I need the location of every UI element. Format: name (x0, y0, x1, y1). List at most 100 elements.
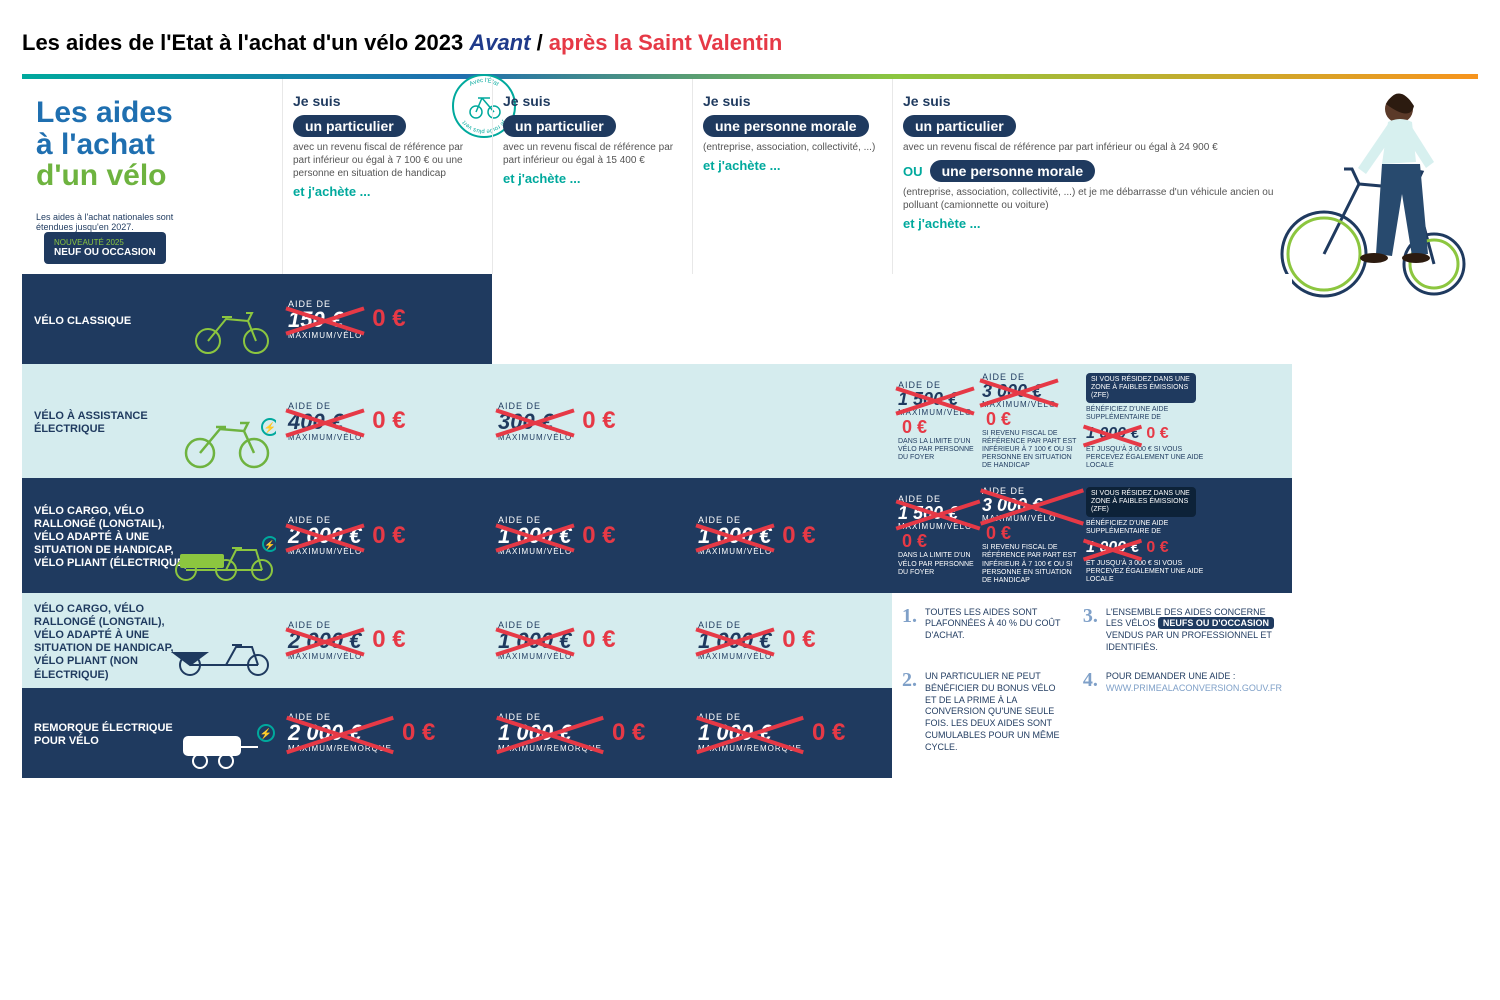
col3-jesuis: Je suis (703, 93, 882, 109)
main-title: Les aides à l'achat d'un vélo (36, 97, 270, 192)
title-after: après la Saint Valentin (549, 30, 783, 55)
row4-label: VÉLO CARGO, VÉLO RALLONGÉ (LONGTAIL), VÉ… (22, 593, 282, 688)
cell-r3c4: AIDE DE 1 500 € MAXIMUM/VÉLO 0 € DANS LA… (892, 478, 1292, 592)
main-title-cell: Les aides à l'achat d'un vélo Les aides … (22, 79, 282, 274)
col4-pill1: un particulier (903, 115, 1016, 137)
zero-r5c2: 0 € (612, 719, 645, 747)
col2-sub: avec un revenu fiscal de référence par p… (503, 141, 682, 167)
note-2-text: UN PARTICULIER NE PEUT BÉNÉFICIER DU BON… (925, 671, 1065, 753)
zfe-note-r3: SI VOUS RÉSIDEZ DANS UNE ZONE À FAIBLES … (1086, 487, 1196, 517)
zero-r3c2: 0 € (582, 522, 615, 550)
zero-r3c1: 0 € (372, 522, 405, 550)
amount-r3c4a: AIDE DE 1 500 € MAXIMUM/VÉLO (898, 494, 978, 531)
neuf-tag-text: NEUF OU OCCASION (54, 247, 156, 258)
amount-r2c4b: AIDE DE 3 000 € MAXIMUM/VÉLO (982, 372, 1056, 409)
amount-r3c3: AIDE DE 1 000 € MAXIMUM/VÉLO (698, 515, 772, 556)
notes-block: 1. TOUTES LES AIDES SONT PLAFONNÉES À 40… (892, 593, 1292, 778)
note-2-num: 2. (902, 671, 917, 753)
zero-r5c3: 0 € (812, 719, 845, 747)
zero-r5c1: 0 € (402, 719, 435, 747)
col2-pill: un particulier (503, 115, 616, 137)
col1-sub: avec un revenu fiscal de référence par p… (293, 141, 482, 180)
cell-r4c1: AIDE DE 2 000 € MAXIMUM/VÉLO 0 € (282, 593, 492, 688)
svg-text:⚡: ⚡ (260, 727, 272, 740)
zero-r2c4b: 0 € (986, 409, 1011, 430)
zfe-note2-r2: BÉNÉFICIEZ D'UNE AIDE SUPPLÉMENTAIRE DE (1086, 406, 1206, 422)
zero-r2c4a: 0 € (902, 417, 927, 438)
row3-label: VÉLO CARGO, VÉLO RALLONGÉ (LONGTAIL), VÉ… (22, 478, 282, 592)
row5-text: REMORQUE ÉLECTRIQUE POUR VÉLO (34, 722, 194, 748)
amount-r2c1: AIDE DE 400 € MAXIMUM/VÉLO (288, 401, 362, 442)
zero-r3c3: 0 € (782, 522, 815, 550)
cell-r2c1: AIDE DE 400 € MAXIMUM/VÉLO 0 € (282, 364, 492, 478)
amount-r4c3: AIDE DE 1 000 € MAXIMUM/VÉLO (698, 620, 772, 661)
zfe-note2-r3: BÉNÉFICIEZ D'UNE AIDE SUPPLÉMENTAIRE DE (1086, 520, 1206, 536)
row1-text: VÉLO CLASSIQUE (34, 315, 194, 328)
col1-pill: un particulier (293, 115, 406, 137)
note-1: 1. TOUTES LES AIDES SONT PLAFONNÉES À 40… (902, 607, 1065, 654)
svg-text:⚡: ⚡ (264, 539, 275, 551)
cell-r3c2: AIDE DE 1 000 € MAXIMUM/VÉLO 0 € (492, 478, 692, 592)
zero-r4c3: 0 € (782, 626, 815, 654)
infographic: Avec l'État je roule plus vert (22, 74, 1478, 778)
cell-r3c1: AIDE DE 2 000 € MAXIMUM/VÉLO 0 € (282, 478, 492, 592)
col4-sub2: (entreprise, association, collectivité, … (903, 186, 1282, 212)
zfe-note3-r3: ET JUSQU'À 3 000 € SI VOUS PERCEVEZ ÉGAL… (1086, 560, 1206, 584)
col1-jesuis: Je suis (293, 93, 482, 109)
column-header-2: Je suis un particulier avec un revenu fi… (492, 79, 692, 274)
note-4: 4. POUR DEMANDER UNE AIDE : WWW.PRIMEALA… (1083, 671, 1282, 753)
neuf-tag-small: NOUVEAUTÉ 2025 (54, 238, 156, 247)
svg-text:⚡: ⚡ (264, 421, 276, 434)
note-3-num: 3. (1083, 607, 1098, 654)
zero-r3c4a: 0 € (902, 531, 978, 552)
column-header-4: Je suis un particulier avec un revenu fi… (892, 79, 1292, 274)
neuf-occasion-tag: NOUVEAUTÉ 2025 NEUF OU OCCASION (44, 232, 166, 265)
col4-ou: OU (903, 164, 923, 179)
amount-r2c4a: AIDE DE 1 500 € MAXIMUM/VÉLO (898, 380, 972, 417)
amount-r3c1: AIDE DE 2 000 € MAXIMUM/VÉLO (288, 515, 362, 556)
row2-label: VÉLO À ASSISTANCE ÉLECTRIQUE ⚡ (22, 364, 282, 478)
cargo-nonelectric-icon (166, 625, 276, 684)
cell-r4c2: AIDE DE 1 000 € MAXIMUM/VÉLO 0 € (492, 593, 692, 688)
amount-r1c1: AIDE DE 150 € MAXIMUM/VÉLO (288, 299, 362, 340)
amount-r3c4b: AIDE DE 3 000 € MAXIMUM/VÉLO (982, 486, 1082, 523)
grid: Les aides à l'achat d'un vélo Les aides … (22, 79, 1478, 778)
note-3: 3. L'ENSEMBLE DES AIDES CONCERNE LES VÉL… (1083, 607, 1282, 654)
cell-r1c4 (892, 274, 1292, 364)
note-3-text: L'ENSEMBLE DES AIDES CONCERNE LES VÉLOS … (1106, 607, 1282, 654)
amount-r5c1: AIDE DE 2 000 € MAXIMUM/REMORQUE (288, 712, 392, 753)
note-4-num: 4. (1083, 671, 1098, 753)
col4-et: et j'achète ... (903, 216, 1282, 231)
note-rfr-r2: SI REVENU FISCAL DE RÉFÉRENCE PAR PART E… (982, 430, 1082, 470)
title-line-2: à l'achat (36, 128, 155, 161)
zero-r1c1: 0 € (372, 305, 405, 333)
note-limit-r3: DANS LA LIMITE D'UN VÉLO PAR PERSONNE DU… (898, 552, 978, 576)
col3-sub: (entreprise, association, collectivité, … (703, 141, 882, 154)
zero-r3c4c: 0 € (1146, 539, 1168, 557)
zero-r2c4c: 0 € (1146, 425, 1168, 443)
cargo-electric-icon: ⚡ (166, 530, 276, 589)
note-4-text: POUR DEMANDER UNE AIDE : WWW.PRIMEALACON… (1106, 671, 1282, 753)
zero-r4c2: 0 € (582, 626, 615, 654)
cell-r2c4: AIDE DE 1 500 € MAXIMUM/VÉLO 0 € DANS LA… (892, 364, 1292, 478)
amount-r2c2: AIDE DE 300 € MAXIMUM/VÉLO (498, 401, 572, 442)
col4-jesuis: Je suis (903, 93, 1282, 109)
zfe-note3-r2: ET JUSQU'À 3 000 € SI VOUS PERCEVEZ ÉGAL… (1086, 446, 1206, 470)
cell-r2c2: AIDE DE 300 € MAXIMUM/VÉLO 0 € (492, 364, 692, 478)
page-title: Les aides de l'Etat à l'achat d'un vélo … (22, 30, 1478, 56)
cell-r1c2 (492, 274, 692, 364)
cell-r3c3: AIDE DE 1 000 € MAXIMUM/VÉLO 0 € (692, 478, 892, 592)
zero-r4c1: 0 € (372, 626, 405, 654)
cell-r1c1: AIDE DE 150 € MAXIMUM/VÉLO 0 € (282, 274, 492, 364)
note-4-url: WWW.PRIMEALACONVERSION.GOUV.FR (1106, 683, 1282, 693)
col3-pill: une personne morale (703, 115, 869, 137)
row5-label: REMORQUE ÉLECTRIQUE POUR VÉLO ⚡ (22, 688, 282, 778)
title-prefix: Les aides de l'Etat à l'achat d'un vélo … (22, 30, 469, 55)
note-limit-r2: DANS LA LIMITE D'UN VÉLO PAR PERSONNE DU… (898, 438, 978, 462)
column-header-3: Je suis une personne morale (entreprise,… (692, 79, 892, 274)
amount-r2c4c: 1 000 € (1086, 426, 1139, 442)
cell-r5c2: AIDE DE 1 000 € MAXIMUM/REMORQUE 0 € (492, 688, 692, 778)
row2-text: VÉLO À ASSISTANCE ÉLECTRIQUE (34, 410, 194, 436)
amount-r4c2: AIDE DE 1 000 € MAXIMUM/VÉLO (498, 620, 572, 661)
amount-r5c3: AIDE DE 1 000 € MAXIMUM/REMORQUE (698, 712, 802, 753)
